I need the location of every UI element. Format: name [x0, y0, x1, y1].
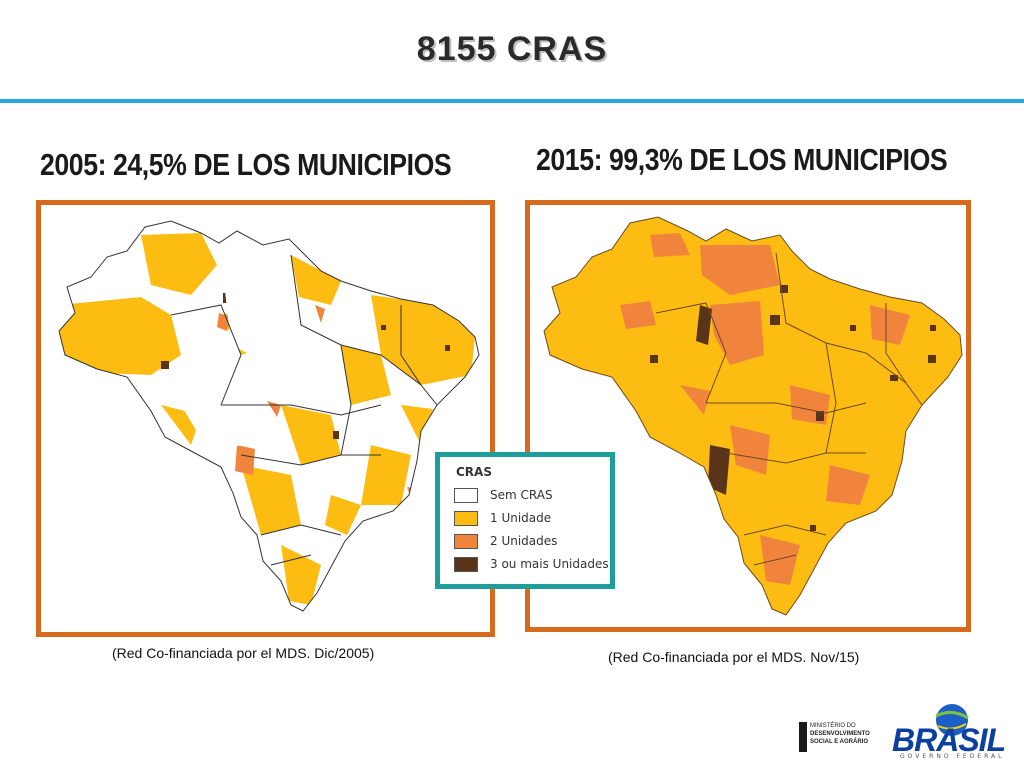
- title-divider: [0, 99, 1024, 103]
- right-heading: 2015: 99,3% DE LOS MUNICIPIOS: [536, 142, 948, 177]
- ministry-line: SOCIAL E AGRÁRIO: [810, 739, 869, 745]
- map-legend: CRAS Sem CRAS 1 Unidade 2 Unidades 3 ou …: [435, 452, 615, 589]
- legend-label: 2 Unidades: [490, 534, 558, 548]
- page-title: 8155 CRAS: [416, 30, 608, 68]
- ministry-line: MINISTÉRIO DO: [810, 723, 856, 729]
- globe-icon: [935, 704, 969, 736]
- brasil-wordmark: BRASIL: [892, 722, 1006, 758]
- legend-swatch: [454, 534, 478, 549]
- map-2005-frame: [36, 200, 495, 637]
- left-caption: (Red Co-financiada por el MDS. Dic/2005): [112, 645, 375, 661]
- governo-federal-label: GOVERNO FEDERAL: [900, 753, 1005, 760]
- legend-label: Sem CRAS: [490, 488, 553, 502]
- ministry-line: DESENVOLVIMENTO: [810, 731, 870, 737]
- legend-title: CRAS: [456, 465, 492, 479]
- left-heading: 2005: 24,5% DE LOS MUNICIPIOS: [40, 147, 452, 182]
- legend-label: 3 ou mais Unidades: [490, 557, 609, 571]
- legend-label: 1 Unidade: [490, 511, 552, 525]
- legend-swatch: [454, 488, 478, 503]
- brazil-map-2005: [58, 220, 480, 612]
- right-caption: (Red Co-financiada por el MDS. Nov/15): [608, 649, 860, 665]
- legend-swatch: [454, 511, 478, 526]
- brasil-logo: BRASIL GOVERNO FEDERAL: [890, 702, 1020, 764]
- ministry-logo-mark: [799, 722, 807, 752]
- legend-swatch: [454, 557, 478, 572]
